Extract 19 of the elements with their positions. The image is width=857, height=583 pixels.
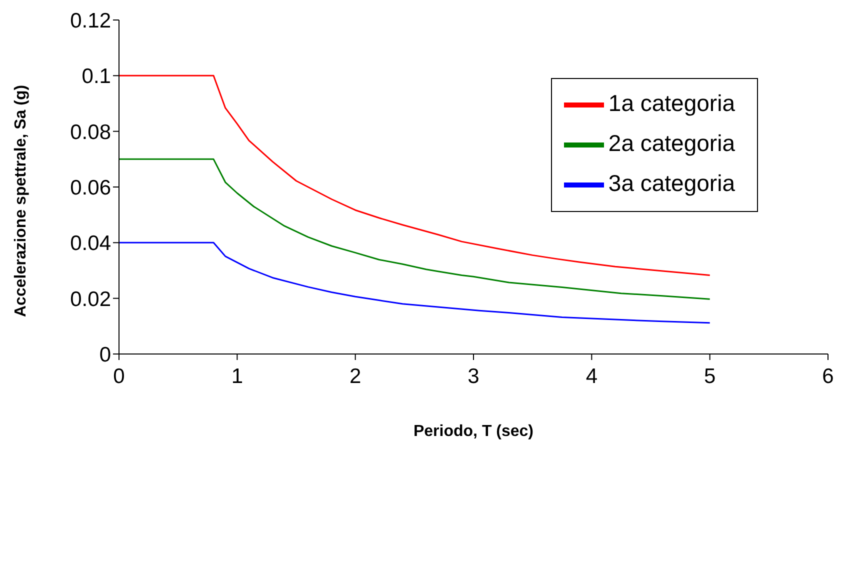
x-tick-label: 6 xyxy=(822,364,834,388)
y-axis-title: Accelerazione spettrale, Sa (g) xyxy=(12,84,30,317)
y-tick-label: 0.04 xyxy=(70,232,112,256)
x-axis-title: Periodo, T (sec) xyxy=(413,423,534,440)
y-tick-label: 0.06 xyxy=(70,176,111,200)
y-tick-label: 0.1 xyxy=(82,65,111,88)
y-tick-label: 0 xyxy=(99,343,111,366)
x-tick-label: 1 xyxy=(231,364,244,388)
x-tick-label: 2 xyxy=(349,364,362,388)
x-tick-label: 5 xyxy=(704,364,716,388)
legend-label: 1a categoria xyxy=(608,90,735,116)
y-tick-label: 0.08 xyxy=(70,120,111,144)
x-tick-label: 3 xyxy=(468,364,480,388)
y-tick-label: 0.02 xyxy=(70,288,111,311)
x-tick-label: 4 xyxy=(586,364,598,388)
legend-label: 3a categoria xyxy=(608,170,735,196)
y-tick-label: 0.12 xyxy=(70,9,111,32)
legend-label: 2a categoria xyxy=(608,130,735,156)
line-series xyxy=(119,242,711,324)
